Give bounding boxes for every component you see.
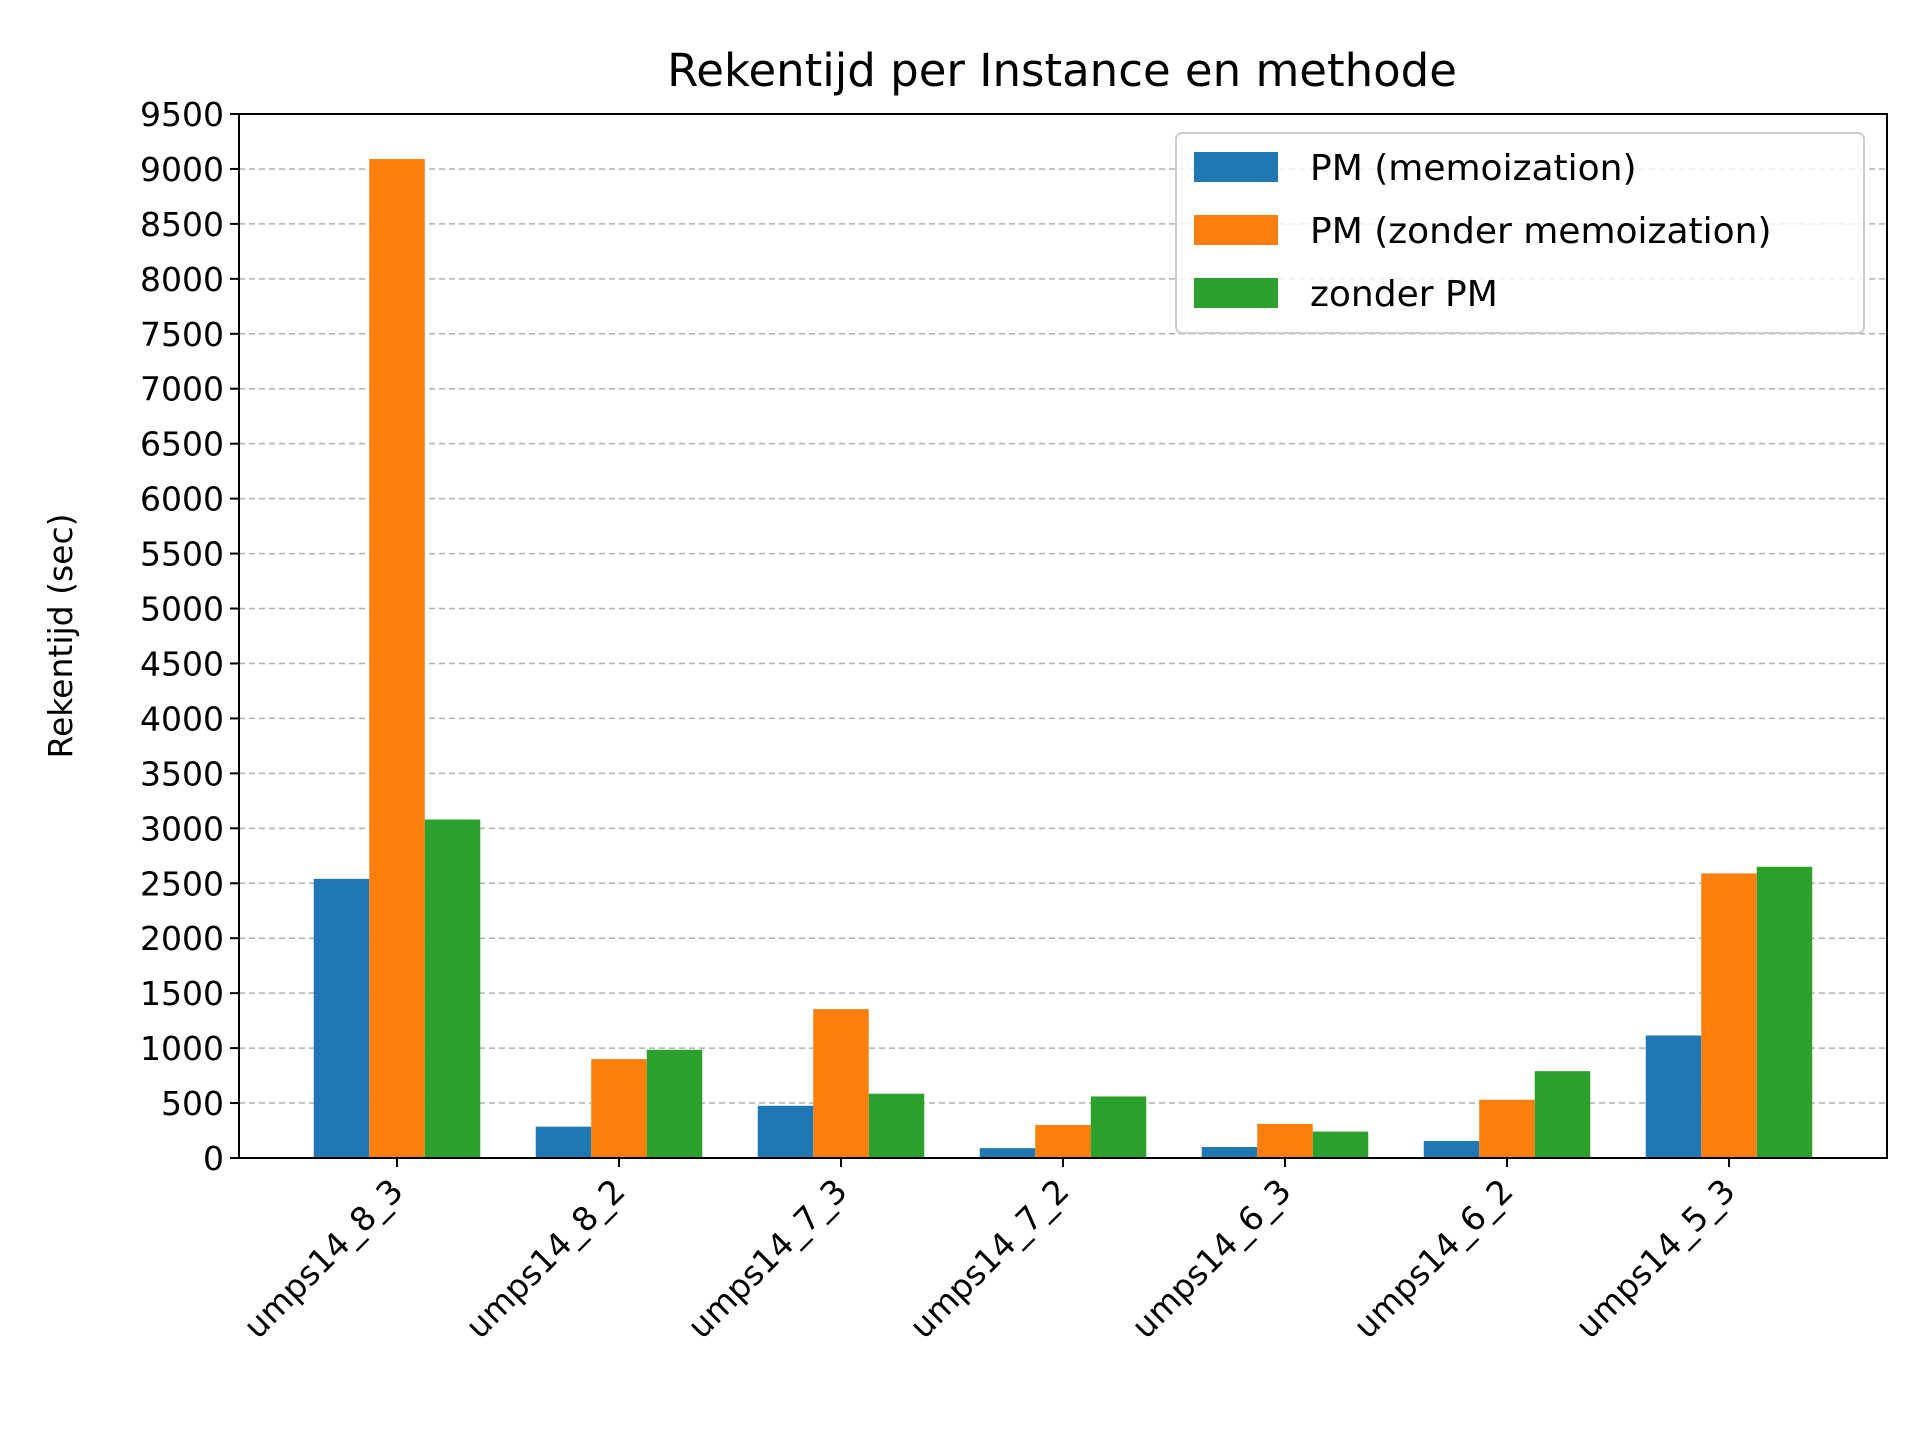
bar — [979, 1148, 1036, 1158]
y-tick-label: 2000 — [140, 919, 224, 958]
y-tick-label: 7500 — [140, 315, 224, 354]
legend-label: zonder PM — [1310, 274, 1498, 315]
x-tick-label: umps14_8_3 — [236, 1171, 411, 1346]
y-tick-label: 1000 — [140, 1029, 224, 1068]
y-tick-label: 8500 — [140, 205, 224, 244]
y-tick-label: 6000 — [140, 480, 224, 519]
y-axis-ticks: 0 500 1000 1500 2000 2500 3000 3500 4000 4500 5000… — [140, 95, 239, 1178]
bar — [369, 159, 425, 1159]
bar — [1645, 1035, 1702, 1158]
y-tick-label: 6500 — [140, 425, 224, 464]
x-tick-label: umps14_7_3 — [680, 1171, 855, 1346]
bar — [424, 819, 481, 1158]
bar — [868, 1093, 925, 1158]
y-tick-label: 9500 — [140, 95, 224, 134]
legend-label: PM (zonder memoization) — [1310, 211, 1772, 252]
y-tick-label: 7000 — [140, 370, 224, 409]
y-tick-label: 0 — [203, 1139, 224, 1178]
bar — [591, 1059, 647, 1158]
x-tick-label: umps14_8_2 — [458, 1171, 633, 1346]
x-tick-label: umps14_6_3 — [1124, 1171, 1299, 1346]
bar — [1035, 1125, 1091, 1158]
legend: PM (memoization) PM (zonder memoization) z… — [1175, 132, 1865, 334]
bar — [1090, 1096, 1147, 1158]
bar — [1312, 1131, 1369, 1158]
grid-lines — [239, 113, 1887, 1104]
y-tick-label: 2500 — [140, 864, 224, 903]
y-tick-label: 5500 — [140, 535, 224, 574]
y-tick-label: 500 — [161, 1084, 224, 1123]
bar — [535, 1126, 592, 1158]
bar — [1423, 1140, 1480, 1158]
y-tick-label: 4000 — [140, 699, 224, 738]
bar — [1201, 1147, 1258, 1158]
x-tick-label: umps14_5_3 — [1568, 1171, 1743, 1346]
y-tick-label: 3500 — [140, 754, 224, 793]
y-tick-label: 8000 — [140, 260, 224, 299]
legend-label: PM (memoization) — [1310, 148, 1637, 189]
y-tick-label: 3000 — [140, 809, 224, 848]
y-tick-label: 1500 — [140, 974, 224, 1013]
bar — [757, 1105, 814, 1158]
legend-box — [1175, 132, 1865, 334]
bar — [1756, 866, 1813, 1158]
y-tick-label: 4500 — [140, 644, 224, 683]
bar — [1479, 1099, 1535, 1158]
x-tick-label: umps14_6_2 — [1346, 1171, 1521, 1346]
legend-swatch — [1194, 215, 1278, 245]
bar — [1701, 873, 1757, 1158]
bar — [1257, 1123, 1313, 1158]
y-tick-label: 9000 — [140, 150, 224, 189]
x-tick-label: umps14_7_2 — [902, 1171, 1077, 1346]
bars — [313, 159, 1813, 1159]
y-axis-label: Rekentijd (sec) — [41, 513, 80, 758]
bar — [1534, 1071, 1591, 1158]
y-tick-label: 5000 — [140, 590, 224, 629]
chart-title: Rekentijd per Instance en methode — [667, 44, 1457, 97]
x-axis-ticks: umps14_8_3 umps14_8_2 umps14_7_3 umps14_7_2… — [236, 1158, 1743, 1346]
bar — [646, 1049, 703, 1158]
bar — [313, 878, 370, 1158]
legend-swatch — [1194, 278, 1278, 308]
legend-swatch — [1194, 152, 1278, 182]
bar — [813, 1009, 869, 1158]
